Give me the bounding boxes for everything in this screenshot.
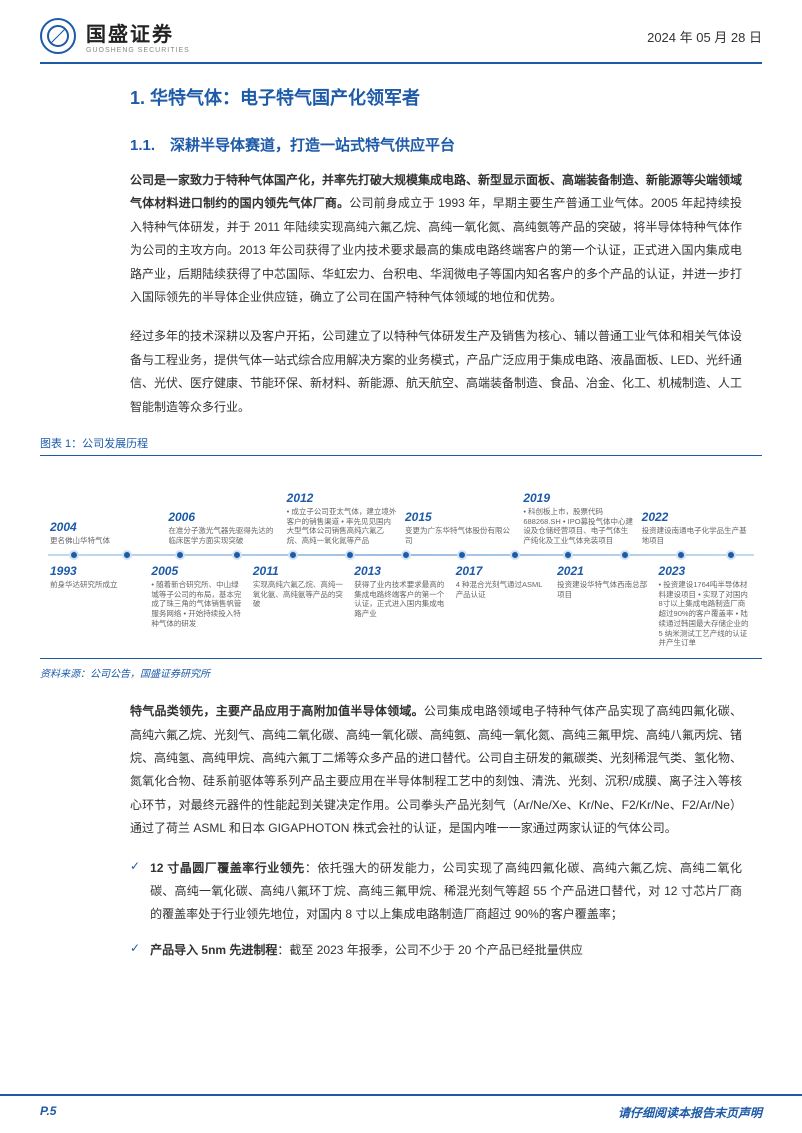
logo-icon bbox=[40, 18, 76, 54]
timeline-desc: 变更为广东华特气体股份有限公司 bbox=[405, 526, 515, 546]
timeline-desc: • 科创板上市，股票代码688268.SH • IPO募投气体中心建设及仓储经营… bbox=[523, 507, 633, 546]
timeline-top-row: 2004 更名佛山华特气体 2006 在准分子激光气器先驱得先达的临床医学方面实现突破… bbox=[48, 470, 754, 546]
timeline-year: 2015 bbox=[405, 510, 515, 524]
timeline-year: 2023 bbox=[659, 564, 752, 578]
timeline-event-bottom: 2017 4 种混合光刻气通过ASML产品认证 bbox=[454, 564, 551, 600]
check-icon: ✓ bbox=[130, 941, 140, 962]
timeline-year: 2019 bbox=[523, 491, 633, 505]
timeline-year: 2006 bbox=[168, 510, 278, 524]
timeline-chart: 2004 更名佛山华特气体 2006 在准分子激光气器先驱得先达的临床医学方面实现突破… bbox=[40, 456, 762, 658]
bullet-item: ✓ 产品导入 5nm 先进制程：截至 2023 年报季，公司不少于 20 个产品已… bbox=[130, 939, 742, 962]
timeline-desc: • 成立子公司亚太气体，建立境外客户的销售渠道 • 率先见见国内大型气体公司销售… bbox=[287, 507, 397, 546]
logo-text-en: GUOSHENG SECURITIES bbox=[86, 47, 190, 54]
timeline-desc: 更名佛山华特气体 bbox=[50, 536, 160, 546]
timeline-desc: 前身华达研究所成立 bbox=[50, 580, 143, 590]
p3-rest: 公司集成电路领域电子特种气体产品实现了高纯四氟化碳、高纯六氟乙烷、光刻气、高纯二… bbox=[130, 704, 742, 835]
bullet-item: ✓12 寸晶圆厂覆盖率行业领先：依托强大的研发能力，公司实现了高纯四氟化碳、高纯… bbox=[130, 857, 742, 927]
timeline-event-bottom: 2005 • 随着新合研究所、中山绿城等子公司的布局，基本完成了珠三角的气体销售帆… bbox=[149, 564, 246, 629]
timeline-desc: • 随着新合研究所、中山绿城等子公司的布局，基本完成了珠三角的气体销售帆管服务网… bbox=[151, 580, 244, 629]
timeline-dot bbox=[69, 550, 79, 560]
timeline-year: 2005 bbox=[151, 564, 244, 578]
footer-disclaimer: 请仔细阅读本报告末页声明 bbox=[618, 1104, 762, 1121]
timeline-year: 2011 bbox=[253, 564, 346, 578]
p1-rest: 公司前身成立于 1993 年，早期主要生产普通工业气体。2005 年起持续投入特… bbox=[130, 196, 742, 304]
timeline-desc: • 投资建设1764吨半导体材料建设项目 • 实现了对国内8寸以上集成电路制造厂… bbox=[659, 580, 752, 648]
check-icon: ✓ bbox=[130, 859, 140, 927]
content-top: 1. 华特气体：电子特气国产化领军者 1.1. 深耕半导体赛道，打造一站式特气供… bbox=[0, 64, 802, 419]
timeline-year: 1993 bbox=[50, 564, 143, 578]
bullet-text: 12 寸晶圆厂覆盖率行业领先：依托强大的研发能力，公司实现了高纯四氟化碳、高纯六… bbox=[150, 857, 742, 927]
timeline-event-bottom: 2023 • 投资建设1764吨半导体材料建设项目 • 实现了对国内8寸以上集成电… bbox=[657, 564, 754, 648]
timeline-dot bbox=[122, 550, 132, 560]
timeline-year: 2013 bbox=[354, 564, 447, 578]
timeline-dot bbox=[401, 550, 411, 560]
timeline-event-top: 2012 • 成立子公司亚太气体，建立境外客户的销售渠道 • 率先见见国内大型气体… bbox=[285, 491, 399, 546]
timeline-event-bottom: 1993 前身华达研究所成立 bbox=[48, 564, 145, 590]
timeline-desc: 在准分子激光气器先驱得先达的临床医学方面实现突破 bbox=[168, 526, 278, 546]
timeline-desc: 获得了业内技术要求最高的集成电路终端客户的第一个认证，正式进入国内集成电路产业 bbox=[354, 580, 447, 619]
timeline-desc: 4 种混合光刻气通过ASML产品认证 bbox=[456, 580, 549, 600]
bullet-text: 产品导入 5nm 先进制程：截至 2023 年报季，公司不少于 20 个产品已经… bbox=[150, 939, 583, 962]
page-number: P.5 bbox=[40, 1104, 56, 1121]
logo-text-cn: 国盛证券 bbox=[86, 18, 190, 47]
timeline-year: 2022 bbox=[642, 510, 752, 524]
timeline-dot bbox=[726, 550, 736, 560]
timeline-bottom-row: 1993 前身华达研究所成立 2005 • 随着新合研究所、中山绿城等子公司的布局，基… bbox=[48, 564, 754, 648]
logo: 国盛证券 GUOSHENG SECURITIES bbox=[40, 18, 190, 54]
timeline-event-bottom: 2011 实现高纯六氟乙烷、高纯一氧化氨、高纯氨等产品的突破 bbox=[251, 564, 348, 609]
bullet-list: ✓12 寸晶圆厂覆盖率行业领先：依托强大的研发能力，公司实现了高纯四氟化碳、高纯… bbox=[130, 857, 742, 963]
bullet-lead: 12 寸晶圆厂覆盖率行业领先 bbox=[150, 861, 305, 875]
timeline-dot bbox=[345, 550, 355, 560]
timeline-dot bbox=[676, 550, 686, 560]
figure-source: 资料来源：公司公告，国盛证券研究所 bbox=[40, 665, 802, 680]
timeline-dot bbox=[288, 550, 298, 560]
timeline-dot bbox=[457, 550, 467, 560]
bullet-rest: ：截至 2023 年报季，公司不少于 20 个产品已经批量供应 bbox=[277, 943, 582, 957]
timeline-desc: 投资建设华特气体西南总部项目 bbox=[557, 580, 650, 600]
timeline-event-top: 2019 • 科创板上市，股票代码688268.SH • IPO募投气体中心建设及… bbox=[521, 491, 635, 546]
bullet-lead: 产品导入 5nm 先进制程 bbox=[150, 943, 277, 957]
timeline-event-bottom: 2021 投资建设华特气体西南总部项目 bbox=[555, 564, 652, 600]
timeline-desc: 投资建设南通电子化学品生产基地项目 bbox=[642, 526, 752, 546]
timeline-year: 2004 bbox=[50, 520, 160, 534]
report-date: 2024 年 05 月 28 日 bbox=[647, 27, 762, 46]
timeline-dot bbox=[232, 550, 242, 560]
p3-lead: 特气品类领先，主要产品应用于高附加值半导体领域。 bbox=[130, 704, 424, 718]
section-heading-1: 1. 华特气体：电子特气国产化领军者 bbox=[130, 84, 742, 110]
paragraph-1: 公司是一家致力于特种气体国产化，并率先打破大规模集成电路、新型显示面板、高端装备… bbox=[130, 169, 742, 309]
timeline-year: 2017 bbox=[456, 564, 549, 578]
timeline-dot bbox=[175, 550, 185, 560]
timeline-year: 2012 bbox=[287, 491, 397, 505]
page-footer: P.5 请仔细阅读本报告末页声明 bbox=[0, 1094, 802, 1133]
timeline-event-top: 2015 变更为广东华特气体股份有限公司 bbox=[403, 510, 517, 546]
section-heading-1-1: 1.1. 深耕半导体赛道，打造一站式特气供应平台 bbox=[130, 134, 742, 155]
paragraph-3: 特气品类领先，主要产品应用于高附加值半导体领域。公司集成电路领域电子特种气体产品… bbox=[130, 700, 742, 840]
timeline-year: 2021 bbox=[557, 564, 650, 578]
figure-rule-bottom bbox=[40, 658, 762, 659]
timeline-event-top: 2022 投资建设南通电子化学品生产基地项目 bbox=[640, 510, 754, 546]
timeline-event-top: 2004 更名佛山华特气体 bbox=[48, 520, 162, 546]
timeline-desc: 实现高纯六氟乙烷、高纯一氧化氨、高纯氨等产品的突破 bbox=[253, 580, 346, 609]
timeline-axis bbox=[48, 554, 754, 556]
timeline-dot bbox=[620, 550, 630, 560]
timeline-dot bbox=[563, 550, 573, 560]
figure-title: 图表 1：公司发展历程 bbox=[40, 435, 802, 451]
page-header: 国盛证券 GUOSHENG SECURITIES 2024 年 05 月 28 … bbox=[0, 0, 802, 62]
paragraph-2: 经过多年的技术深耕以及客户开拓，公司建立了以特种气体研发生产及销售为核心、辅以普… bbox=[130, 325, 742, 419]
content-bottom: 特气品类领先，主要产品应用于高附加值半导体领域。公司集成电路领域电子特种气体产品… bbox=[0, 680, 802, 962]
timeline-event-bottom: 2013 获得了业内技术要求最高的集成电路终端客户的第一个认证，正式进入国内集成电… bbox=[352, 564, 449, 619]
timeline-dot bbox=[510, 550, 520, 560]
timeline-event-top: 2006 在准分子激光气器先驱得先达的临床医学方面实现突破 bbox=[166, 510, 280, 546]
